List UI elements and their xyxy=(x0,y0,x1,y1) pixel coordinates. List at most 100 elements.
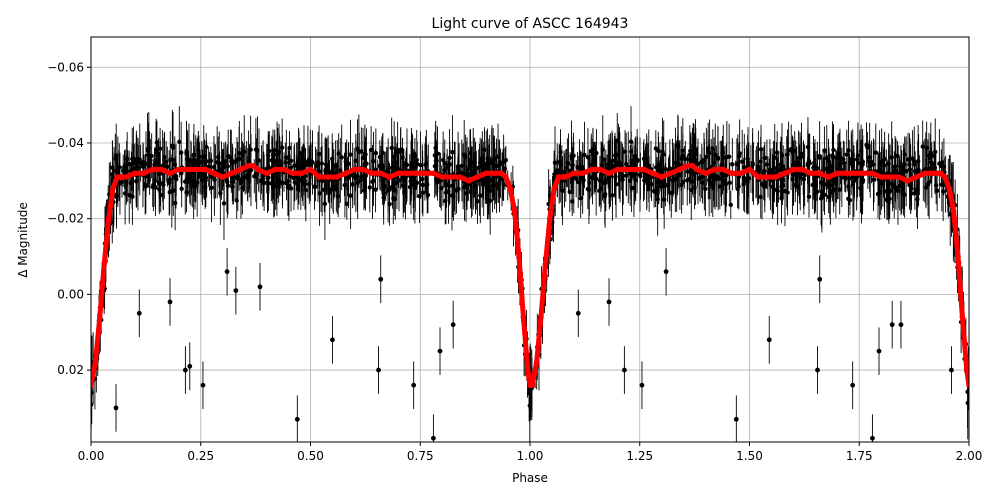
data-point xyxy=(851,178,857,184)
data-point xyxy=(480,157,485,163)
data-point xyxy=(822,192,827,198)
data-point xyxy=(653,189,658,195)
model-point xyxy=(950,208,957,214)
data-point xyxy=(811,165,816,171)
model-point xyxy=(790,166,797,173)
data-point xyxy=(499,177,505,182)
data-point xyxy=(292,180,297,185)
data-point xyxy=(122,163,127,169)
data-point xyxy=(597,178,603,183)
data-point xyxy=(288,186,294,191)
model-point xyxy=(852,170,858,177)
data-point xyxy=(173,173,179,179)
data-point xyxy=(373,150,379,156)
model-point xyxy=(492,170,498,177)
model-point xyxy=(551,185,557,192)
outlier-point xyxy=(733,416,739,422)
data-point xyxy=(633,172,638,177)
data-point xyxy=(143,184,149,189)
x-axis-label: Phase xyxy=(512,471,548,485)
model-point xyxy=(290,170,296,177)
model-point xyxy=(520,314,527,320)
model-point xyxy=(325,174,331,180)
data-point xyxy=(661,197,667,202)
x-tick-label: 1.00 xyxy=(517,449,544,463)
data-point xyxy=(789,146,794,152)
model-point xyxy=(219,174,226,180)
model-point xyxy=(503,174,509,180)
model-point xyxy=(755,174,762,180)
data-point xyxy=(451,194,456,199)
data-point xyxy=(240,185,245,191)
chart-title: Light curve of ASCC 164943 xyxy=(432,16,629,32)
data-point xyxy=(450,149,455,155)
outlier-point xyxy=(167,299,173,305)
model-point xyxy=(413,170,419,177)
data-point xyxy=(817,153,822,159)
data-point xyxy=(303,173,308,179)
data-point xyxy=(361,188,367,193)
data-point xyxy=(819,189,824,195)
data-point xyxy=(730,162,735,167)
model-point xyxy=(316,174,323,180)
data-point xyxy=(235,174,241,179)
data-point xyxy=(203,178,208,183)
model-point xyxy=(529,382,535,389)
model-point xyxy=(904,178,911,184)
data-point xyxy=(473,168,478,174)
data-point xyxy=(831,187,837,192)
outlier-point xyxy=(294,416,300,422)
data-point xyxy=(234,198,239,203)
data-point xyxy=(791,172,797,178)
outlier-point xyxy=(200,382,206,388)
data-point xyxy=(877,189,882,195)
model-point xyxy=(689,162,696,169)
data-point xyxy=(117,181,123,186)
data-point xyxy=(229,159,234,164)
model-point xyxy=(729,170,735,177)
model-point xyxy=(588,166,595,173)
outlier-point xyxy=(889,322,895,328)
data-point xyxy=(468,189,473,195)
data-point xyxy=(710,146,716,151)
y-tick-label: −0.04 xyxy=(47,136,84,150)
data-point xyxy=(892,182,897,188)
data-point xyxy=(750,162,755,167)
outlier-point xyxy=(815,367,820,373)
data-point xyxy=(586,187,592,192)
data-point xyxy=(478,193,483,198)
model-point xyxy=(307,166,314,173)
data-point xyxy=(683,156,688,162)
data-point xyxy=(934,188,940,193)
model-point xyxy=(202,166,208,173)
data-point xyxy=(614,162,619,167)
data-point xyxy=(878,181,883,186)
data-point xyxy=(294,175,299,180)
data-point xyxy=(849,160,854,165)
data-point xyxy=(813,183,818,188)
data-point xyxy=(223,159,228,164)
data-point xyxy=(184,151,189,156)
model-point xyxy=(114,174,121,180)
model-point xyxy=(694,166,700,173)
data-point xyxy=(744,176,749,182)
data-point xyxy=(418,162,423,168)
data-point xyxy=(333,163,338,169)
data-point xyxy=(446,189,451,194)
model-point xyxy=(799,166,805,173)
data-point xyxy=(253,147,259,152)
data-point xyxy=(266,175,271,180)
data-point xyxy=(711,184,716,189)
outlier-point xyxy=(898,322,904,328)
data-point xyxy=(456,186,461,192)
x-tick-label: 1.75 xyxy=(846,449,873,463)
data-point xyxy=(762,168,767,174)
data-point xyxy=(901,168,907,173)
data-point xyxy=(632,153,638,159)
x-tick-label: 0.00 xyxy=(78,449,105,463)
data-point xyxy=(179,186,184,191)
data-point xyxy=(258,178,263,184)
data-point xyxy=(267,148,272,154)
model-point xyxy=(334,174,340,180)
